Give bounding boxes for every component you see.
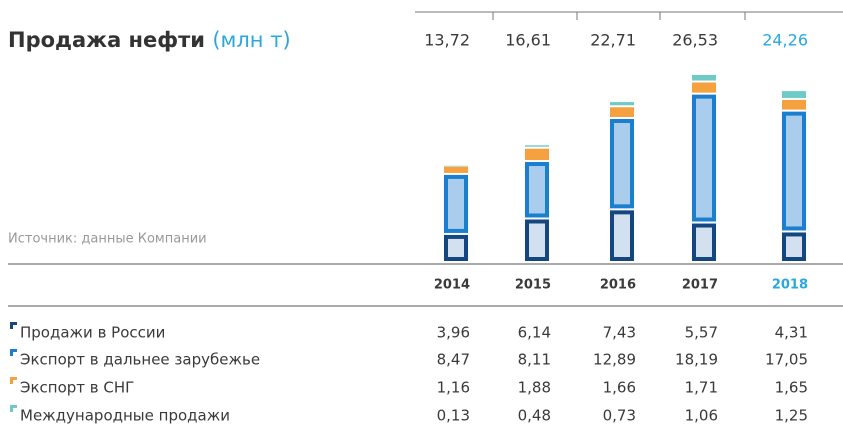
value-label: 17,05 <box>765 351 808 369</box>
value-label: 8,11 <box>518 351 551 369</box>
value-label: 1,06 <box>685 407 718 425</box>
bar-segment <box>782 99 806 110</box>
total-label: 16,61 <box>505 31 551 50</box>
total-label: 26,53 <box>672 31 718 50</box>
value-label: 0,13 <box>437 407 470 425</box>
bar-segment <box>782 111 806 231</box>
legend-label: Экспорт в дальнее зарубежье <box>20 351 260 369</box>
year-label: 2014 <box>434 278 470 293</box>
bar-segment <box>692 82 716 93</box>
bar-segment <box>692 94 716 222</box>
bar-segment <box>610 210 634 261</box>
chart-title: Продажа нефти (млн т) <box>8 28 291 52</box>
year-label: 2017 <box>682 278 718 293</box>
value-label: 1,65 <box>775 379 808 397</box>
value-label: 1,16 <box>437 379 470 397</box>
bar-segment <box>525 148 549 161</box>
value-label: 5,57 <box>685 324 718 342</box>
value-label: 0,73 <box>603 407 636 425</box>
value-label: 1,66 <box>603 379 636 397</box>
legend-icon <box>10 322 17 329</box>
bar-segment <box>782 91 806 98</box>
bar-segment <box>444 165 468 167</box>
bar-segment <box>444 166 468 173</box>
value-label: 1,25 <box>775 407 808 425</box>
year-label: 2015 <box>515 278 551 293</box>
value-label: 1,71 <box>685 379 718 397</box>
value-label: 4,31 <box>775 324 808 342</box>
value-label: 6,14 <box>518 324 551 342</box>
bar-segment <box>692 223 716 261</box>
legend-icon <box>10 405 17 412</box>
bar-segment <box>692 75 716 81</box>
source: Источник: данные Компании <box>8 232 207 247</box>
legend-label: Экспорт в СНГ <box>20 379 134 397</box>
bar-segment <box>444 174 468 233</box>
total-label: 24,26 <box>762 31 808 50</box>
value-label: 7,43 <box>603 324 636 342</box>
bar-segment <box>444 234 468 262</box>
value-label: 0,48 <box>518 407 551 425</box>
legend-icon <box>10 349 17 356</box>
year-label: 2016 <box>600 278 636 293</box>
value-label: 1,88 <box>518 379 551 397</box>
value-label: 3,96 <box>437 324 470 342</box>
value-label: 8,47 <box>437 351 470 369</box>
legend-label: Продажи в России <box>20 324 165 342</box>
total-label: 22,71 <box>590 31 636 50</box>
total-label: 13,72 <box>424 31 470 50</box>
bar-segment <box>525 162 549 218</box>
bar-segment <box>525 219 549 261</box>
bar-segment <box>525 145 549 147</box>
year-label: 2018 <box>772 278 808 293</box>
legend-label: Международные продажи <box>20 407 230 425</box>
bar-segment <box>782 232 806 262</box>
bar-segment <box>610 102 634 106</box>
legend-icon <box>10 377 17 384</box>
value-label: 18,19 <box>675 351 718 369</box>
bar-segment <box>610 107 634 118</box>
value-label: 12,89 <box>593 351 636 369</box>
bar-segment <box>610 119 634 209</box>
